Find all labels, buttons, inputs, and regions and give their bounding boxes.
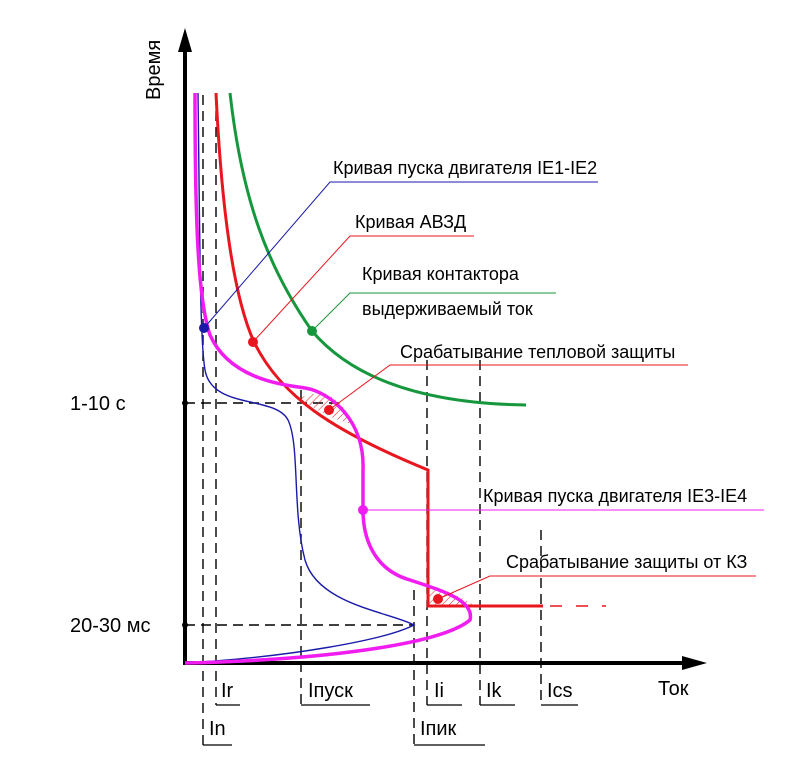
tick-label-ik: Ik [486, 680, 503, 702]
reference-lines [185, 95, 542, 745]
tick-label-ir: Ir [221, 680, 234, 702]
motor-start-curve-ie1-ie2 [184, 92, 416, 664]
leader-contactor [311, 292, 556, 332]
time-ticks: 1-10 с 20-30 мс [70, 393, 188, 637]
x-axis-arrow-icon [682, 656, 707, 670]
label-contactor-curve-line1: Кривая контактора [362, 264, 520, 284]
leader-motor-ie1-ie2 [203, 181, 598, 329]
label-short-circuit-trip: Срабатывание защиты от КЗ [506, 552, 747, 572]
label-motor-start-ie3-ie4: Кривая пуска двигателя IE3-IE4 [483, 486, 747, 506]
leader-thermal-trip [328, 364, 688, 411]
label-contactor-curve-line2: выдерживаемый ток [362, 299, 533, 319]
time-tick-lower: 20-30 мс [70, 615, 150, 637]
tick-label-ipusk: Iпуск [308, 680, 353, 702]
axes: Время Ток [143, 28, 707, 700]
leader-lines [203, 181, 764, 600]
curve-labels: Кривая пуска двигателя IE1-IE2 Кривая АВ… [333, 158, 747, 572]
time-tick-upper: 1-10 с [70, 393, 126, 415]
tick-label-ipik: Iпик [420, 718, 457, 740]
y-axis-arrow-icon [178, 28, 192, 52]
tick-label-ii: Ii [434, 680, 444, 702]
label-motor-start-ie1-ie2: Кривая пуска двигателя IE1-IE2 [333, 158, 597, 178]
leader-short-circuit-trip [437, 575, 756, 600]
motor-start-curve-ie3-ie4 [184, 92, 473, 665]
y-axis-label: Время [143, 40, 165, 100]
label-thermal-trip: Срабатывание тепловой защиты [400, 342, 675, 362]
x-axis-label: Ток [658, 678, 689, 700]
current-ticks: Ir Iпуск Ii Ik Ics In Iпик [203, 680, 578, 746]
time-tick-dot-lower [182, 622, 188, 628]
tick-label-in: In [209, 718, 226, 740]
label-breaker-curve: Кривая АВЗД [355, 212, 466, 232]
time-tick-dot-upper [182, 400, 188, 406]
tick-label-ics: Ics [547, 680, 573, 702]
leader-breaker [252, 235, 474, 343]
